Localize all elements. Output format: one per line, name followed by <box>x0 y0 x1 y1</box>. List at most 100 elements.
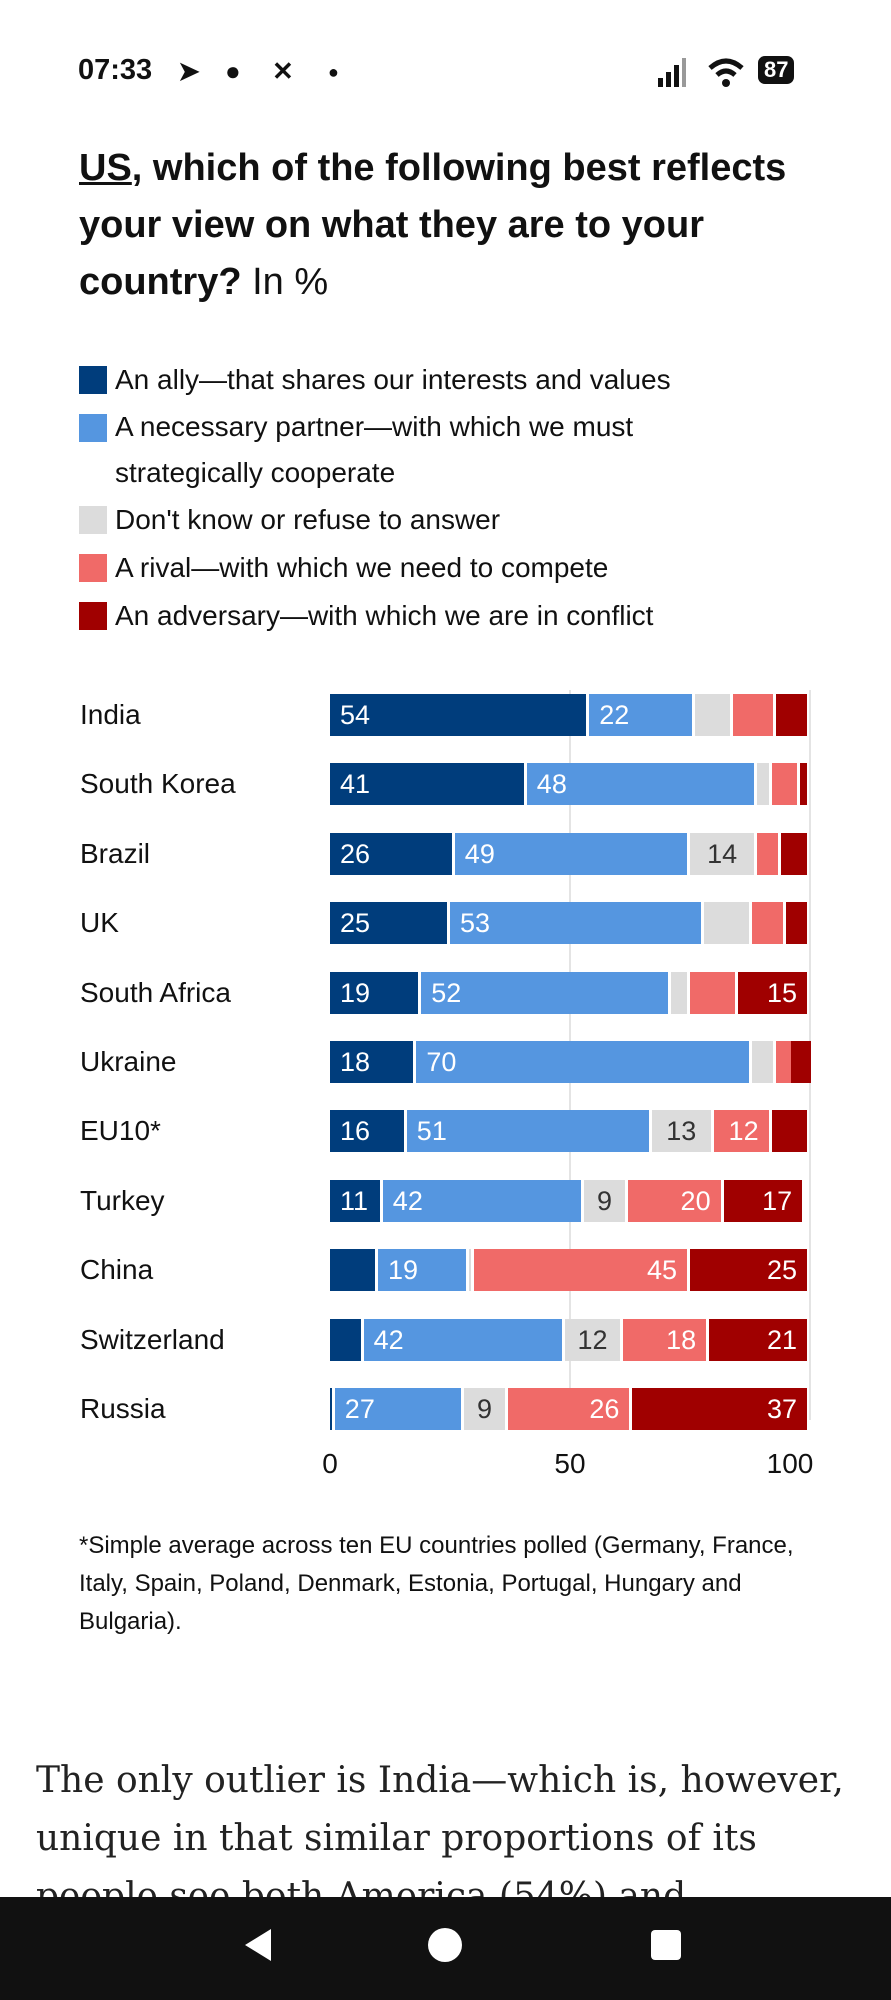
category-label: EU10* <box>80 1115 161 1147</box>
bar-segment: 18 <box>330 1041 414 1083</box>
bar-segment: 21 <box>709 1318 807 1361</box>
bar-segment <box>469 1249 471 1292</box>
clock: 07:33 <box>78 54 153 86</box>
question-text: , which of the following best reflects y… <box>79 147 787 303</box>
bar-segment <box>781 832 807 875</box>
bar-segment: 70 <box>416 1041 750 1083</box>
bar-segment: 45 <box>474 1249 687 1292</box>
bar-segment <box>786 902 807 945</box>
bar-segment: 54 <box>330 694 587 736</box>
wifi-icon <box>708 58 744 87</box>
bar-segment: 25 <box>690 1249 807 1292</box>
x-tick-label: 50 <box>554 1448 586 1479</box>
category-label: Brazil <box>80 837 151 869</box>
unit-label: In % <box>252 261 329 303</box>
footnote: *Simple average across ten EU countries … <box>79 1532 794 1635</box>
bar-segment: 26 <box>507 1388 630 1430</box>
bar-segment: 25 <box>330 902 447 945</box>
bar-segment <box>330 1318 361 1361</box>
category-label: Turkey <box>80 1184 165 1216</box>
bar-segment: 53 <box>450 902 702 945</box>
bar-segment <box>790 1041 811 1083</box>
category-label: Switzerland <box>80 1323 225 1355</box>
bar-segment <box>771 763 798 806</box>
category-label: China <box>80 1254 154 1286</box>
bar-segment: 9 <box>464 1388 505 1430</box>
category-label: South Korea <box>80 768 236 800</box>
bar-segment: 15 <box>738 971 807 1014</box>
legend-label: An adversary—with which we are in confli… <box>115 600 654 631</box>
bar-segment: 13 <box>651 1110 711 1153</box>
bar-segment <box>800 763 807 806</box>
bar-segment: 18 <box>622 1318 707 1361</box>
legend-item: Don't know or refuse to answer <box>79 496 839 544</box>
category-label: South Africa <box>80 976 231 1008</box>
legend-label: A necessary partner—with which we must s… <box>115 411 634 488</box>
bar-segment <box>752 1041 774 1083</box>
telegram-icon: ➤ <box>178 56 200 86</box>
legend-item: A rival—with which we need to compete <box>79 544 839 592</box>
x-tick-label: 0 <box>322 1448 338 1479</box>
bar-segment: 19 <box>378 1249 467 1292</box>
legend-swatch <box>79 506 107 534</box>
dot-icon: ● <box>328 62 339 82</box>
battery-icon: 87 <box>758 56 795 84</box>
category-label: Ukraine <box>80 1046 177 1077</box>
recents-icon[interactable] <box>649 1928 683 1962</box>
category-label: Russia <box>80 1393 166 1424</box>
bar-segment: 26 <box>330 832 452 875</box>
bar-segment <box>757 832 779 875</box>
bar-segment: 17 <box>723 1179 803 1222</box>
legend-label: A rival—with which we need to compete <box>115 552 609 583</box>
bar-segment: 49 <box>454 832 687 875</box>
legend-label: An ally—that shares our interests and va… <box>115 364 671 395</box>
bar-segment: 14 <box>690 832 755 875</box>
chart-question: US, which of the following best reflects… <box>79 140 839 311</box>
home-icon[interactable] <box>426 1926 464 1964</box>
bar-segment: 27 <box>334 1388 462 1430</box>
legend-item: An ally—that shares our interests and va… <box>79 356 839 404</box>
bar-segment <box>757 763 769 806</box>
bar-segment <box>694 694 731 736</box>
bar-segment: 12 <box>565 1318 620 1361</box>
back-icon[interactable] <box>241 1927 277 1963</box>
bar-segment: 42 <box>382 1179 582 1222</box>
bar-segment <box>733 694 774 736</box>
bar-segment: 51 <box>406 1110 649 1153</box>
legend-label: Don't know or refuse to answer <box>115 504 501 535</box>
legend-item: A necessary partner—with which we must s… <box>79 404 839 496</box>
bluesky-butterfly-icon: ✕ <box>272 56 294 86</box>
bar-segment: 42 <box>363 1318 563 1361</box>
bar-segment: 16 <box>330 1110 404 1153</box>
bar-segment: 12 <box>714 1110 769 1153</box>
legend-swatch <box>79 414 107 442</box>
bar-segment: 41 <box>330 763 524 806</box>
clipped-previous-line <box>79 91 839 99</box>
navigation-bar <box>0 1897 891 2000</box>
legend-swatch <box>79 366 107 394</box>
legend-item: An adversary—with which we are in confli… <box>79 592 839 640</box>
bar-segment <box>771 1110 807 1153</box>
bar-segment: 48 <box>526 763 755 806</box>
bar-segment <box>704 902 750 945</box>
bar-segment: 37 <box>632 1388 807 1430</box>
bar-segment <box>752 902 783 945</box>
category-label: UK <box>80 907 119 939</box>
x-tick-label: 100 <box>766 1448 814 1479</box>
signal-icon <box>658 58 686 87</box>
bar-segment <box>330 1249 375 1292</box>
chat-bubble-icon: ● <box>225 56 241 86</box>
bar-segment: 11 <box>330 1179 380 1222</box>
us-link[interactable]: US <box>79 147 132 189</box>
category-label: India <box>80 699 141 730</box>
bar-segment: 22 <box>589 694 692 736</box>
bar-segment <box>670 971 687 1014</box>
bar-segment <box>776 694 807 736</box>
article-paragraph: The only outlier is India—which is, howe… <box>36 1760 844 1917</box>
legend-swatch <box>79 554 107 582</box>
bar-segment: 52 <box>421 971 668 1014</box>
bar-segment: 20 <box>627 1179 721 1222</box>
bar-segment: 9 <box>584 1179 625 1222</box>
bar-segment <box>690 971 735 1014</box>
bar-segment <box>330 1388 332 1430</box>
